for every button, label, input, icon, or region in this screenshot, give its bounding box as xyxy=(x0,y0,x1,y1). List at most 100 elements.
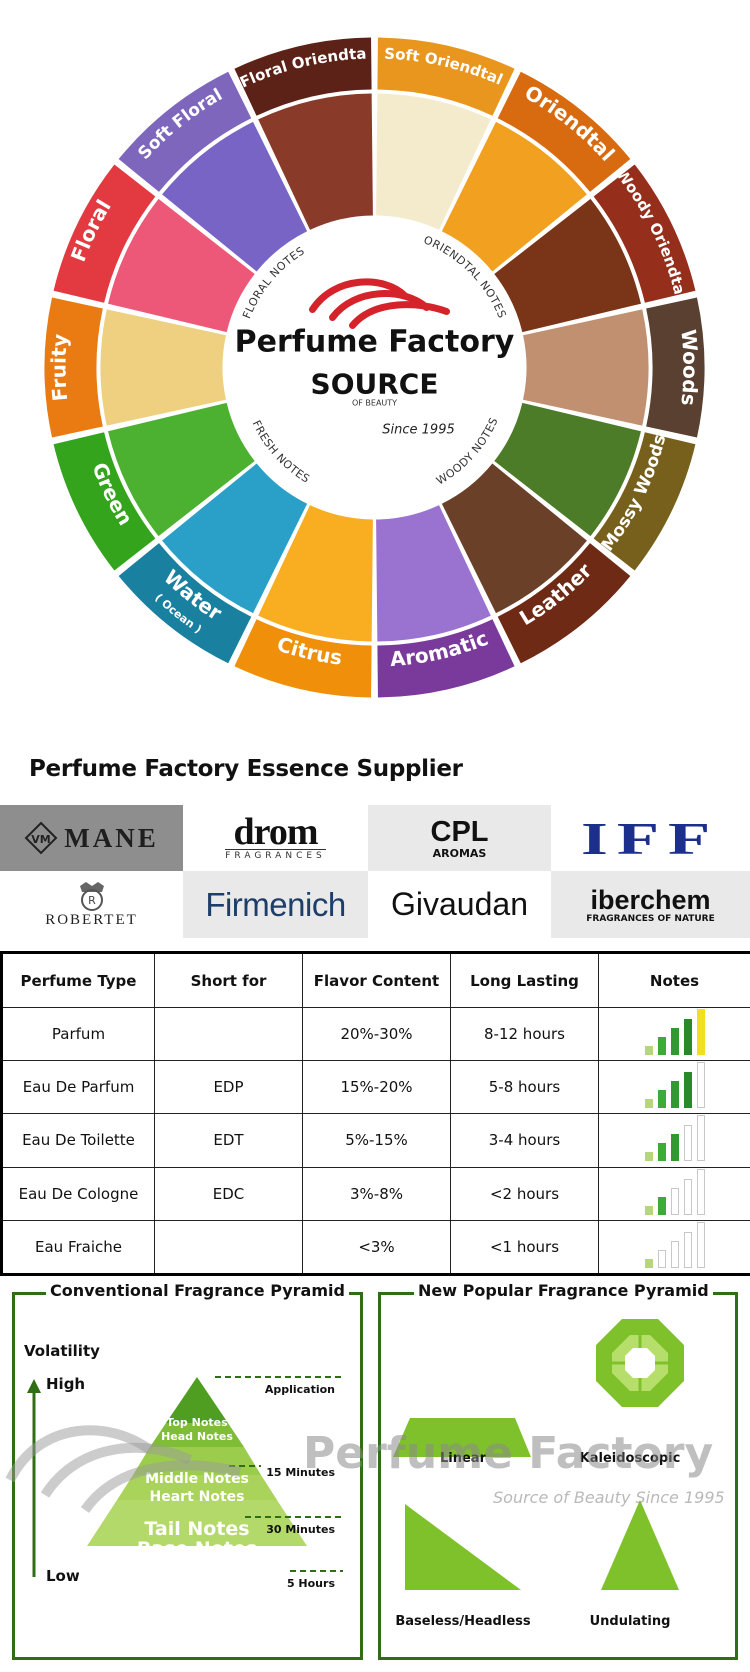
cell-content: <3% xyxy=(302,1219,451,1276)
baseless-headless-label: Baseless/Headless xyxy=(395,1614,531,1629)
logo-cpl: CPL AROMAS xyxy=(368,805,551,871)
cell-short xyxy=(154,1219,303,1276)
logo-robertet-text: ROBERTET xyxy=(45,912,138,928)
volatility-high-label: High xyxy=(46,1375,85,1393)
notes-level-bar xyxy=(696,1009,705,1056)
wheel-segment-leather xyxy=(497,543,631,664)
wheel-since: Since 1995 xyxy=(382,423,454,438)
notes-level-bar xyxy=(657,1143,666,1162)
col-header-lasting: Long Lasting xyxy=(450,952,599,1008)
wheel-brand: SOURCE xyxy=(311,368,439,401)
mane-monogram-icon: VM xyxy=(24,821,58,855)
conventional-pyramid-chart: Volatility High Low Top Notes Head Notes… xyxy=(24,1342,343,1590)
wheel-segment-floral-oriendtal xyxy=(234,37,372,116)
notes-level-bar xyxy=(670,1081,679,1109)
notes-level-bar xyxy=(683,1125,692,1162)
wheel-brand-sub: OF BEAUTY xyxy=(352,399,397,408)
wheel-photo-oriendtal xyxy=(441,121,587,272)
supplier-heading: Perfume Factory Essence Supplier xyxy=(29,756,463,782)
table-header-row: Perfume Type Short for Flavor Content Lo… xyxy=(1,952,750,1008)
wheel-segment-fruity xyxy=(44,297,103,438)
logo-cpl-text: CPL xyxy=(430,815,489,848)
logo-iberchem-text: iberchem xyxy=(590,884,711,915)
cell-short xyxy=(154,1006,303,1062)
wheel-center-title: Perfume Factory xyxy=(235,325,515,360)
notes-level-bar xyxy=(657,1090,666,1109)
wheel-photo-woods xyxy=(523,309,649,426)
wheel-photo-citrus xyxy=(258,505,373,642)
notes-level-bar xyxy=(696,1062,705,1109)
logo-iberchem: iberchem FRAGRANCES OF NATURE xyxy=(551,871,750,938)
cell-short: EDT xyxy=(154,1113,303,1168)
notes-level-bar xyxy=(683,1178,692,1215)
col-header-content: Flavor Content xyxy=(302,952,451,1008)
notes-level-bar xyxy=(670,1240,679,1268)
wheel-photo-fruity xyxy=(100,309,226,426)
wheel-photo-soft-oriendtal xyxy=(376,93,491,230)
cell-notes xyxy=(598,1219,750,1276)
logo-givaudan-text: Givaudan xyxy=(391,886,528,922)
cell-content: 15%-20% xyxy=(302,1060,451,1115)
cell-content: 5%-15% xyxy=(302,1113,451,1168)
wheel-photo-green xyxy=(108,402,255,537)
logo-cpl-sub: AROMAS xyxy=(432,846,487,860)
linear-shape xyxy=(393,1418,531,1457)
table-row: Parfum 20%-30% 8-12 hours xyxy=(1,1006,750,1062)
wheel-photo-leather xyxy=(441,463,587,614)
logo-iberchem-sub: FRAGRANCES OF NATURE xyxy=(586,913,715,924)
cell-type: Parfum xyxy=(1,1006,155,1062)
cell-notes xyxy=(598,1113,750,1168)
notes-level-bar xyxy=(696,1168,705,1215)
wheel-photo-water xyxy=(162,463,308,614)
logo-drom-sub: FRAGRANCES xyxy=(225,849,326,861)
base-notes-label: Base Notes xyxy=(137,1538,257,1560)
volatility-low-label: Low xyxy=(46,1567,80,1585)
perfume-type-table: Perfume Type Short for Flavor Content Lo… xyxy=(0,951,750,1276)
logo-givaudan: Givaudan xyxy=(368,871,551,938)
cell-lasting: <1 hours xyxy=(450,1219,599,1276)
popular-pyramid-title: New Popular Fragrance Pyramid xyxy=(414,1281,713,1300)
wheel-center xyxy=(226,219,523,516)
cell-notes xyxy=(598,1166,750,1221)
time-5-hours-label: 5 Hours xyxy=(287,1577,336,1590)
notes-level-bar xyxy=(696,1221,705,1268)
conventional-pyramid-panel: Volatility High Low Top Notes Head Notes… xyxy=(12,1292,363,1660)
svg-text:R: R xyxy=(88,894,96,907)
notes-level-bar xyxy=(670,1134,679,1162)
notes-level-bar xyxy=(644,1099,653,1109)
wheel-photo-woody-oriendtal xyxy=(494,198,641,333)
wheel-photo-floral xyxy=(108,198,255,333)
logo-iff-text: IFF xyxy=(581,812,720,864)
notes-level-bar xyxy=(683,1019,692,1056)
notes-level-bar xyxy=(644,1152,653,1162)
logo-mane-text: MANE xyxy=(64,822,159,853)
wheel-photo-floral-oriendtal xyxy=(258,93,373,230)
brand-swirl-icon xyxy=(309,278,450,329)
wheel-segment-water xyxy=(118,543,252,664)
volatility-label: Volatility xyxy=(24,1342,100,1360)
wheel-segment-citrus xyxy=(234,619,372,698)
notes-level-bars xyxy=(644,1115,705,1162)
volatility-arrow-icon xyxy=(27,1379,41,1577)
col-header-short: Short for xyxy=(154,952,303,1008)
notes-level-bars xyxy=(644,1009,705,1056)
head-notes-label: Head Notes xyxy=(161,1430,233,1443)
wheel-segment-oriendtal xyxy=(497,71,631,192)
cell-content: 20%-30% xyxy=(302,1006,451,1062)
cell-lasting: 3-4 hours xyxy=(450,1113,599,1168)
wheel-photo-aromatic xyxy=(376,505,491,642)
notes-level-bar xyxy=(657,1196,666,1215)
wheel-segment-woody-oriendtal xyxy=(593,164,696,303)
popular-pyramid-shapes: Linear Kaleidoscopic Baseless/Headless U… xyxy=(393,1319,684,1629)
popular-pyramid-panel: Linear Kaleidoscopic Baseless/Headless U… xyxy=(378,1292,738,1660)
cell-content: 3%-8% xyxy=(302,1166,451,1221)
cell-notes xyxy=(598,1006,750,1062)
undulating-label: Undulating xyxy=(590,1614,671,1629)
time-application-label: Application xyxy=(265,1383,335,1396)
col-header-notes: Notes xyxy=(598,952,750,1008)
svg-text:VM: VM xyxy=(32,833,51,846)
notes-level-bar xyxy=(683,1072,692,1109)
time-30-minutes-label: 30 Minutes xyxy=(266,1523,335,1536)
wheel-label-woods: Woods xyxy=(676,328,702,407)
